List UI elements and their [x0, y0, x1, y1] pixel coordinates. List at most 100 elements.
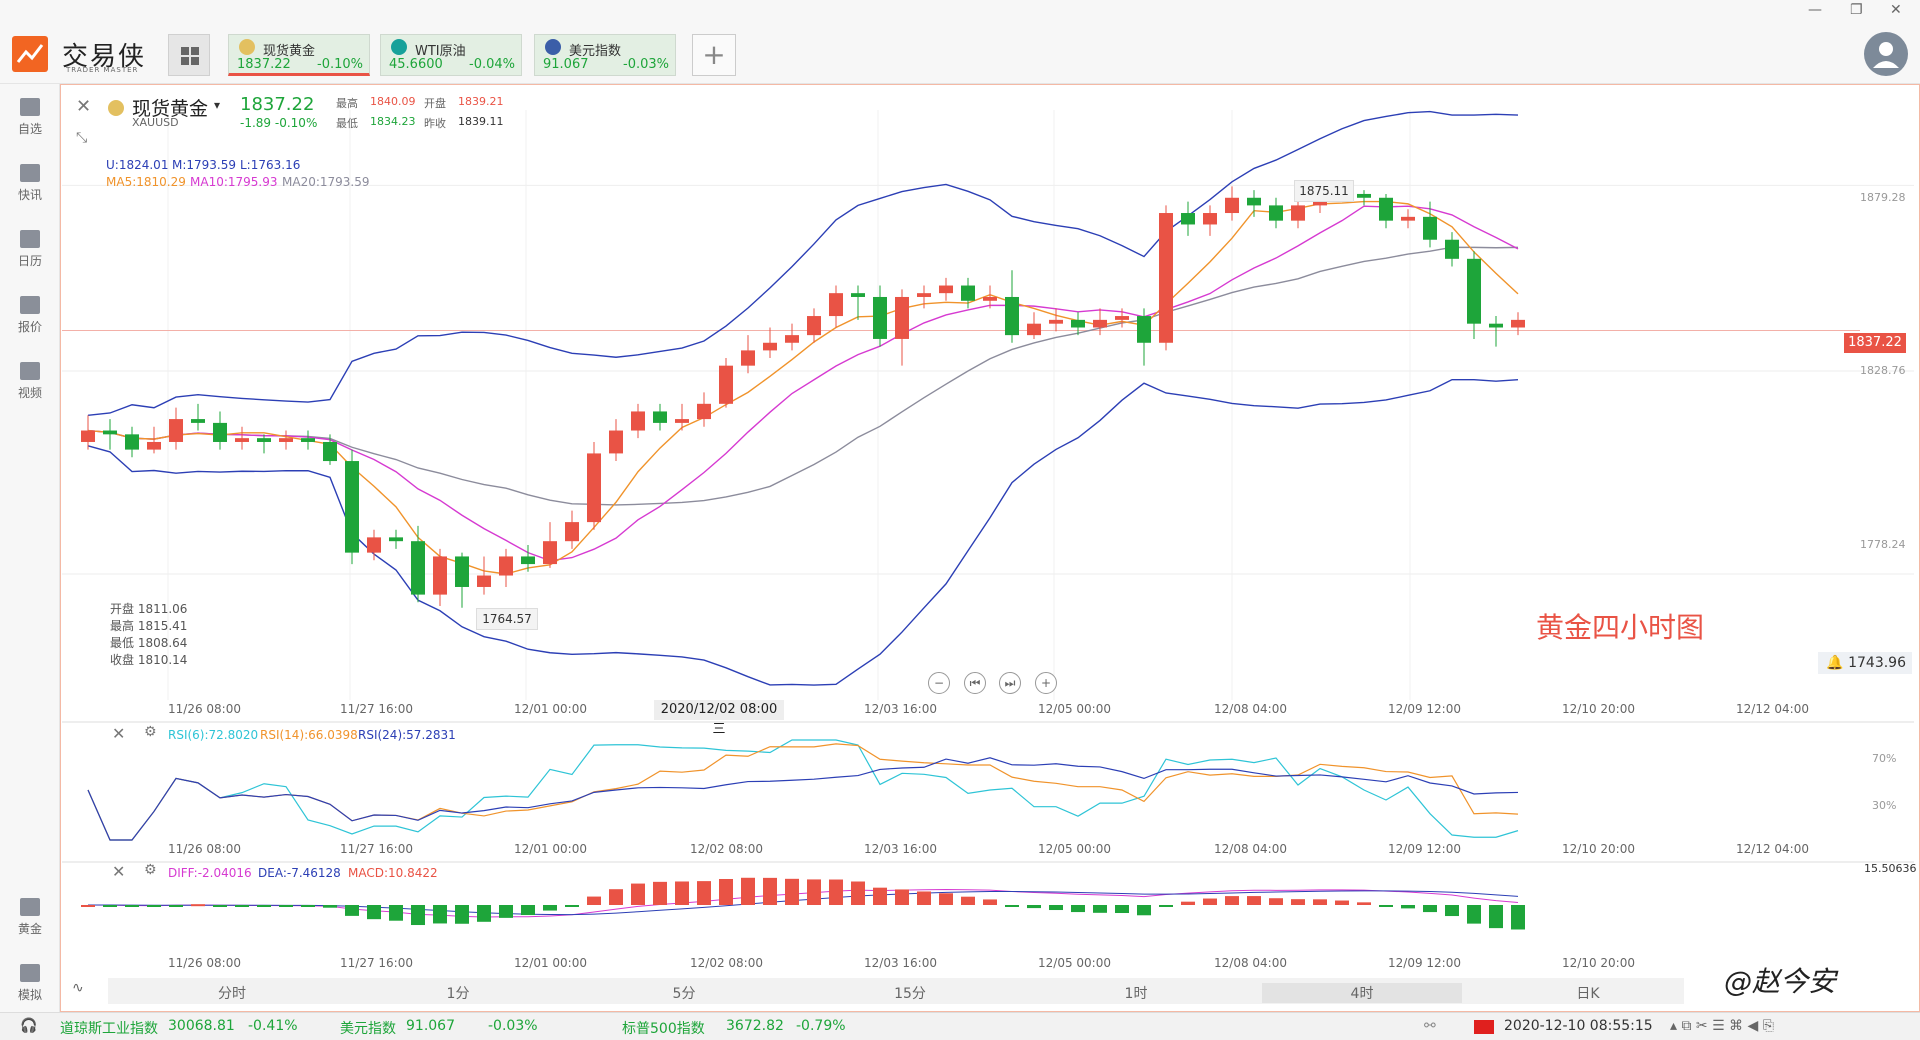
scroll-right-icon[interactable]: ⏭: [999, 672, 1021, 694]
tab-wti[interactable]: WTI原油 45.6600 -0.04%: [380, 34, 522, 76]
macd-bar: [367, 905, 381, 920]
candle: [1049, 319, 1063, 324]
candle: [1159, 213, 1173, 343]
sidebar-item-quotes[interactable]: 报价: [0, 282, 60, 342]
sidebar-item-watchlist[interactable]: 自选: [0, 84, 60, 144]
collapse-icon[interactable]: ⤡: [76, 130, 88, 146]
candle: [653, 411, 667, 423]
zoom-out-icon[interactable]: −: [928, 672, 950, 694]
timeframe-4[interactable]: 1时: [1124, 986, 1148, 1002]
candle: [301, 438, 315, 442]
macd-bar: [103, 905, 117, 907]
timeframe-5[interactable]: 4时: [1262, 983, 1462, 1003]
top-bar: 交易侠 TRADER MASTER 现货黄金 1837.22 -0.10% WT…: [0, 0, 1920, 84]
boll-lower-line: [87, 378, 1519, 686]
gold-coin-icon: [108, 100, 124, 116]
sidebar-item-video[interactable]: 视频: [0, 348, 60, 408]
timeframe-2[interactable]: 5分: [672, 986, 696, 1002]
status-index-name[interactable]: 道琼斯工业指数: [60, 1021, 158, 1037]
candle: [1291, 205, 1305, 221]
add-tab-button[interactable]: +: [692, 34, 736, 76]
tab-price: 45.6600: [389, 57, 443, 72]
minimize-icon[interactable]: —: [1808, 2, 1822, 18]
macd-bar: [1159, 905, 1173, 907]
candle: [235, 438, 249, 442]
bookmark-add-icon: [20, 98, 40, 116]
ma10-legend: MA10:1795.93: [190, 175, 278, 189]
sidebar-label: 报价: [17, 320, 42, 334]
sidebar-item-calendar[interactable]: 日历: [0, 216, 60, 276]
candle: [433, 556, 447, 595]
macd-bar: [741, 877, 755, 905]
macd-bar: [1401, 905, 1415, 909]
ma10-line: [87, 205, 1519, 562]
scroll-left-icon[interactable]: ⏮: [964, 672, 986, 694]
timeframe-3[interactable]: 15分: [894, 986, 926, 1002]
status-tools-icon[interactable]: ▴ ⧉ ✂ ☰ ⌘ ◀ ⎘: [1670, 1018, 1774, 1034]
headset-icon[interactable]: 🎧: [20, 1018, 38, 1034]
us-flag-icon: [545, 39, 561, 55]
quote-chart-icon: [20, 296, 40, 314]
x-axis-label: 12/09 12:00: [1388, 956, 1461, 970]
connection-icon[interactable]: ⚯: [1424, 1018, 1436, 1034]
x-axis-label: 12/01 00:00: [514, 702, 587, 716]
candle: [895, 296, 909, 339]
zoom-in-icon[interactable]: +: [1035, 672, 1057, 694]
status-index-name[interactable]: 标普500指数: [622, 1021, 705, 1037]
settings-icon[interactable]: ⚙: [144, 862, 157, 878]
high-value: 1840.09: [370, 95, 416, 108]
candle: [609, 430, 623, 454]
status-index-value: 91.067: [406, 1018, 455, 1034]
macd-bar: [301, 905, 315, 907]
x-axis-label: 12/09 12:00: [1388, 842, 1461, 856]
timeframe-1[interactable]: 1分: [446, 986, 470, 1002]
watermark: @赵今安: [1724, 965, 1837, 998]
candle: [1093, 319, 1107, 328]
candle: [477, 575, 491, 587]
prev-close-label: 昨收: [424, 117, 446, 130]
candle: [565, 522, 579, 542]
timeframe-6[interactable]: 日K: [1576, 986, 1600, 1002]
sidebar-item-news[interactable]: 快讯: [0, 150, 60, 210]
candle: [213, 422, 227, 442]
sidebar-item-simulate[interactable]: 模拟: [0, 950, 60, 1010]
symbol-title[interactable]: 现货黄金: [132, 98, 209, 120]
grid-view-button[interactable]: [168, 34, 210, 76]
close-rsi-icon[interactable]: ✕: [112, 724, 126, 743]
macd-bar: [763, 877, 777, 905]
close-macd-icon[interactable]: ✕: [112, 862, 126, 881]
candle: [1181, 213, 1195, 225]
close-chart-icon[interactable]: ✕: [76, 96, 92, 117]
price-alert[interactable]: 🔔 1743.96: [1818, 652, 1912, 674]
timeframe-0[interactable]: 分时: [218, 986, 246, 1002]
macd-bar: [697, 881, 711, 905]
open-value: 1839.21: [458, 95, 504, 108]
status-index-name[interactable]: 美元指数: [340, 1021, 396, 1037]
macd-bar: [1291, 899, 1305, 905]
x-axis-label: 12/02 08:00: [690, 842, 763, 856]
macd-bar: [1225, 896, 1239, 905]
candle: [587, 453, 601, 523]
macd-bar: [1027, 905, 1041, 909]
candle: [521, 556, 535, 565]
candle: [455, 556, 469, 587]
candle: [1445, 239, 1459, 259]
chevron-down-icon[interactable]: ▾: [214, 98, 221, 112]
close-window-icon[interactable]: ✕: [1890, 2, 1902, 18]
settings-icon[interactable]: ⚙: [144, 724, 157, 740]
x-axis-label: 12/08 04:00: [1214, 702, 1287, 716]
candle: [1357, 193, 1371, 198]
indicator-icon[interactable]: ∿: [72, 980, 84, 996]
macd-bar: [279, 905, 293, 907]
macd-bar: [257, 905, 271, 907]
restore-icon[interactable]: ❐: [1850, 2, 1863, 18]
macd-bar: [1137, 905, 1151, 916]
candle: [1225, 197, 1239, 214]
tab-usd-index[interactable]: 美元指数 91.067 -0.03%: [534, 34, 676, 76]
tab-gold[interactable]: 现货黄金 1837.22 -0.10%: [228, 34, 370, 76]
user-avatar-icon[interactable]: [1864, 32, 1908, 76]
gold-coin-icon: [239, 39, 255, 55]
tab-change: -0.10%: [317, 57, 363, 72]
sidebar-item-gold[interactable]: 黄金: [0, 884, 60, 944]
